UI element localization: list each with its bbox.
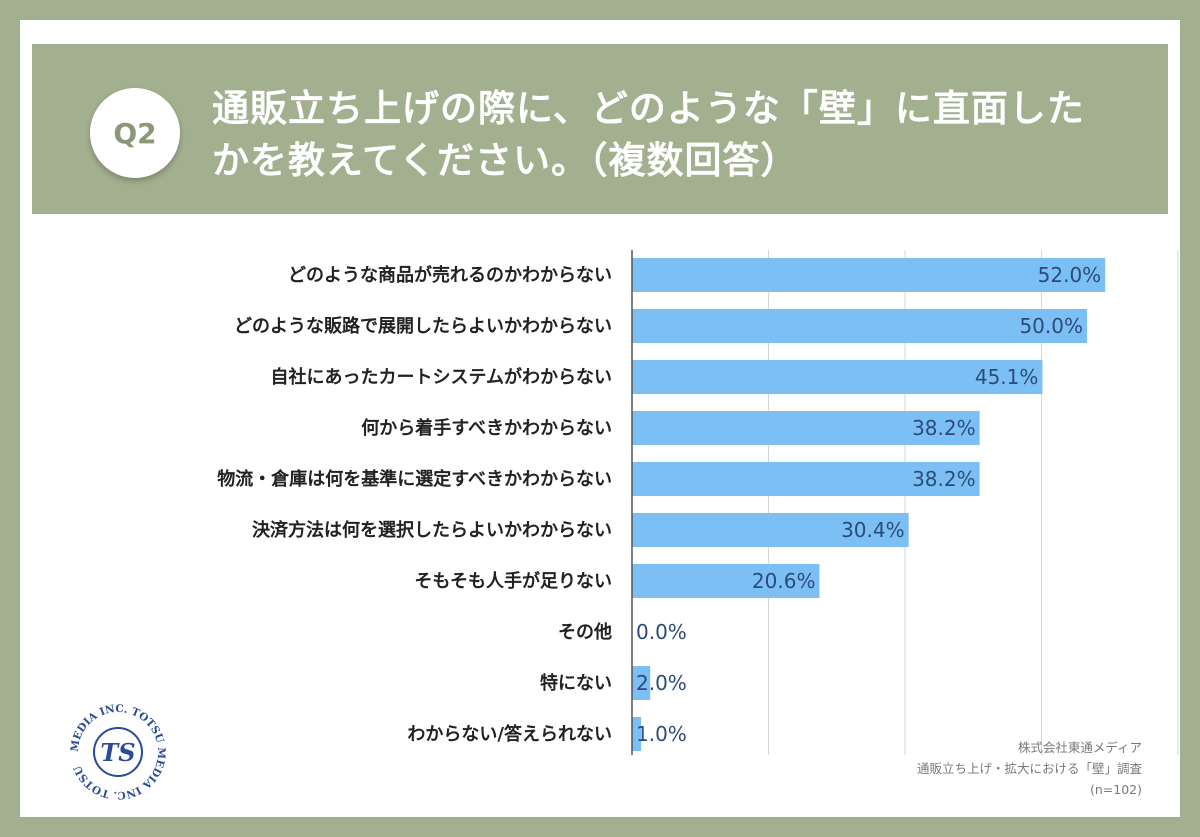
logo-mark: TS — [100, 738, 135, 767]
bar — [632, 462, 980, 496]
data-label: 45.1% — [975, 365, 1039, 389]
data-label: 38.2% — [912, 467, 976, 491]
question-badge: Q2 — [90, 88, 180, 178]
bar — [632, 564, 820, 598]
bar — [632, 513, 909, 547]
category-label: その他 — [558, 621, 612, 643]
data-label: 2.0% — [636, 671, 687, 695]
source-sample: (n=102) — [1089, 782, 1142, 797]
source-company: 株式会社東通メディア — [1017, 740, 1142, 755]
data-label: 38.2% — [912, 416, 976, 440]
data-label: 1.0% — [636, 722, 687, 746]
question-title-line1: 通販立ち上げの際に、どのような「壁」に直面した — [212, 87, 1085, 130]
bar — [632, 717, 642, 751]
bar — [632, 258, 1106, 292]
bar — [632, 360, 1043, 394]
totsu-media-logo: MEDIA INC. TOTSU MEDIA INC. TOTSU TS — [69, 703, 167, 801]
question-title-line2: かを教えてください。（複数回答） — [212, 139, 799, 182]
category-label: そもそも人手が足りない — [414, 570, 612, 592]
bar — [632, 666, 651, 700]
category-label: 自社にあったカートシステムがわからない — [271, 366, 612, 388]
source-note: 株式会社東通メディア 通販立ち上げ・拡大における「壁」調査 (n=102) — [917, 737, 1142, 800]
data-label: 30.4% — [841, 518, 905, 542]
data-label: 50.0% — [1019, 314, 1083, 338]
category-label: 決済方法は何を選択したらよいかわからない — [252, 519, 612, 541]
category-label: どのような商品が売れるのかわからない — [288, 264, 612, 286]
bar — [632, 411, 980, 445]
bar — [632, 309, 1087, 343]
question-header — [32, 44, 1168, 214]
data-label: 20.6% — [752, 569, 816, 593]
category-label: 物流・倉庫は何を基準に選定すべきかわからない — [217, 468, 612, 490]
category-label: わからない/答えられない — [407, 723, 612, 745]
category-label: どのような販路で展開したらよいかわからない — [234, 315, 612, 337]
data-label: 52.0% — [1038, 263, 1102, 287]
data-label: 0.0% — [636, 620, 687, 644]
source-survey: 通販立ち上げ・拡大における「壁」調査 — [916, 761, 1142, 776]
category-label: 何から着手すべきかわからない — [361, 417, 612, 439]
category-label: 特にない — [540, 672, 612, 694]
